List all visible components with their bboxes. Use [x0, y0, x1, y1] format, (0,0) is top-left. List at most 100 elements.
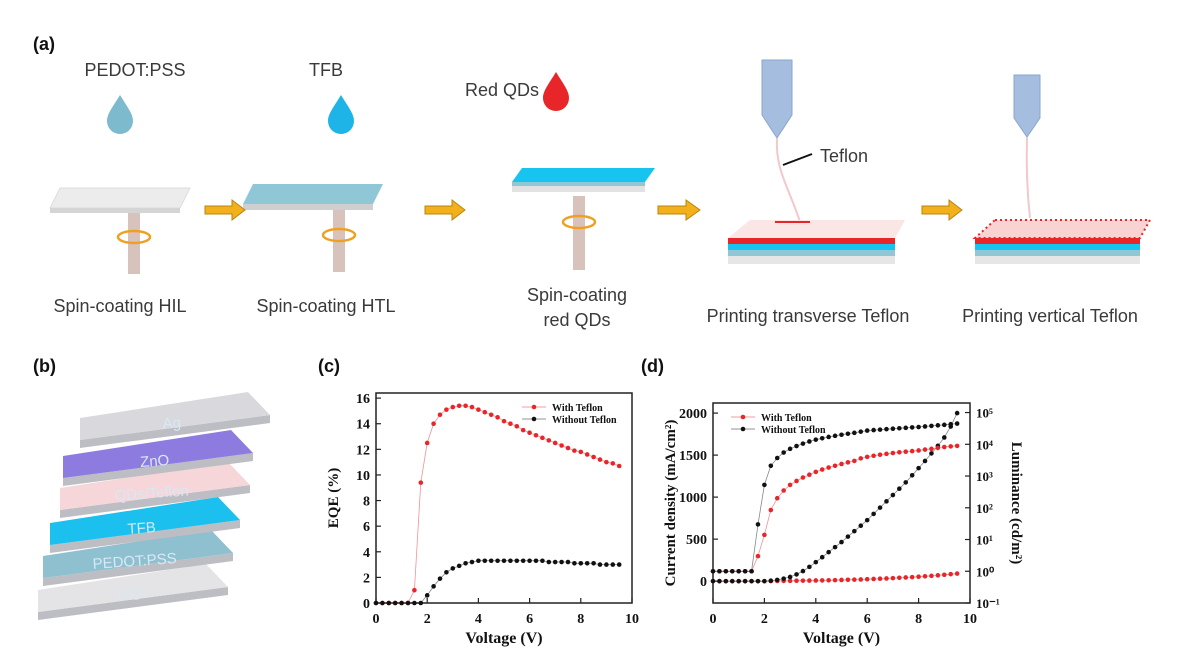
x-tick-label: 0 [710, 612, 717, 627]
data-point [845, 431, 851, 437]
data-point [826, 578, 831, 583]
data-point [572, 561, 577, 566]
data-point [903, 425, 909, 431]
x-tick-label: 4 [812, 612, 819, 627]
data-point [845, 534, 851, 539]
data-point [826, 434, 831, 440]
data-point [954, 443, 960, 449]
data-point [508, 421, 513, 427]
x-tick-label: 2 [424, 612, 431, 627]
substrate [50, 208, 180, 213]
data-point [826, 549, 831, 555]
data-point [813, 559, 819, 565]
data-point [787, 578, 793, 584]
plot-frame [375, 392, 633, 604]
data-point [897, 575, 902, 581]
data-point [890, 575, 896, 581]
data-point [578, 449, 584, 455]
data-point [456, 563, 462, 569]
data-point [826, 465, 831, 470]
data-point [781, 488, 786, 493]
data-point [922, 573, 928, 579]
x-tick-label: 10 [625, 612, 639, 627]
plot-frame [712, 402, 971, 604]
data-point [552, 440, 558, 446]
data-point [463, 403, 468, 409]
data-point [800, 578, 806, 583]
data-point [922, 424, 928, 429]
y2-tick-label: 10¹ [976, 533, 993, 548]
x-tick-label: 6 [864, 612, 871, 627]
drop-label: PEDOT:PSS [84, 60, 185, 80]
data-point [877, 576, 883, 582]
data-point [762, 578, 767, 584]
data-point [942, 435, 947, 440]
data-point [819, 578, 825, 583]
y-tick-label: 8 [363, 495, 370, 510]
data-point [768, 507, 774, 513]
layer-label: TFB [127, 519, 156, 538]
y-tick-label: 1500 [679, 449, 707, 464]
data-point [463, 561, 468, 566]
data-point [514, 558, 520, 564]
data-point [717, 578, 722, 584]
data-point [852, 528, 857, 534]
data-point [418, 480, 424, 485]
y2-tick-label: 10³ [976, 469, 993, 484]
data-point [890, 450, 896, 456]
data-point [832, 577, 838, 583]
data-point [871, 427, 876, 433]
data-point [591, 561, 596, 566]
data-point [832, 544, 838, 550]
data-point [871, 511, 876, 517]
data-point [540, 558, 545, 564]
y-tick-label: 16 [356, 392, 370, 407]
x-tick-label: 10 [963, 612, 977, 627]
data-point [610, 562, 616, 567]
legend-marker [531, 404, 537, 410]
data-point [469, 559, 475, 565]
data-point [729, 568, 735, 574]
data-point [476, 558, 481, 564]
data-point [399, 600, 404, 606]
data-point [813, 578, 819, 583]
x-axis-title: Voltage (V) [465, 630, 542, 647]
data-point [948, 571, 954, 577]
layer [728, 238, 895, 244]
data-point [533, 432, 539, 438]
y-tick-label: 0 [363, 597, 370, 612]
y2-tick-label: 10⁻¹ [976, 596, 1000, 611]
data-point [877, 427, 883, 432]
y-tick-label: 12 [356, 443, 370, 458]
data-point [922, 458, 928, 464]
data-point [909, 425, 915, 430]
data-point [890, 426, 896, 431]
data-point [418, 600, 424, 606]
data-point [482, 409, 488, 415]
rotation [561, 214, 597, 230]
layer [728, 220, 905, 238]
data-point [584, 561, 590, 566]
data-point [794, 578, 799, 584]
layer-top [50, 497, 240, 545]
data-point [755, 578, 761, 584]
layer [728, 250, 895, 256]
data-point [736, 568, 741, 574]
data-point [533, 558, 539, 564]
data-point [437, 412, 443, 418]
data-point [929, 573, 934, 579]
drop [328, 95, 354, 134]
y-tick-label: 1000 [679, 491, 707, 506]
data-point [942, 422, 947, 428]
layer-top [80, 392, 270, 440]
y2-tick-label: 10⁰ [976, 564, 995, 579]
data-point [935, 445, 941, 451]
data-point [864, 517, 870, 523]
data-point [839, 539, 844, 545]
x-tick-label: 6 [526, 612, 533, 627]
data-point [948, 421, 954, 427]
data-point [762, 482, 767, 488]
data-point [514, 423, 520, 429]
panel-label: (c) [318, 356, 340, 376]
